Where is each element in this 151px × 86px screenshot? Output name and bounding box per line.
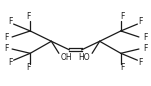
Text: F: F	[120, 63, 124, 72]
Text: F: F	[4, 33, 8, 42]
Text: F: F	[143, 33, 147, 42]
Text: F: F	[143, 44, 147, 53]
Text: F: F	[27, 63, 31, 72]
Text: F: F	[8, 58, 13, 67]
Text: F: F	[138, 17, 143, 26]
Text: F: F	[27, 12, 31, 21]
Text: OH: OH	[61, 53, 72, 62]
Text: F: F	[8, 17, 13, 26]
Text: F: F	[120, 12, 124, 21]
Text: HO: HO	[79, 53, 90, 62]
Text: F: F	[138, 58, 143, 67]
Text: F: F	[4, 44, 8, 53]
